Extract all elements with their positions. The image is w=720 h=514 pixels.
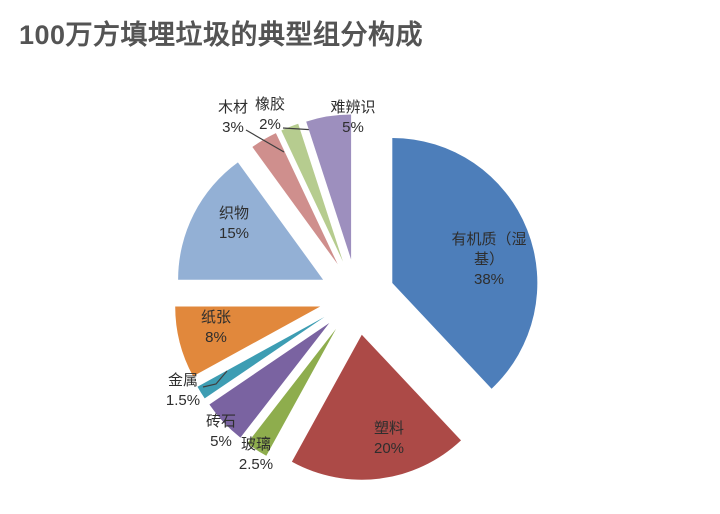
pie-slice-9 xyxy=(281,123,343,262)
pie-slice-1 xyxy=(392,137,538,389)
pie-slice-7 xyxy=(178,162,324,280)
pie-slice-4 xyxy=(209,323,330,438)
label-leader-line xyxy=(202,370,228,388)
label-leader-line xyxy=(245,129,285,153)
pie-slice-10 xyxy=(306,114,352,260)
pie-slice-6 xyxy=(175,306,321,377)
pie-slice-2 xyxy=(291,334,461,480)
pie-slice-3 xyxy=(247,328,337,456)
pie-slice-5 xyxy=(197,316,325,399)
pie-slice-8 xyxy=(252,133,338,265)
chart-title: 100万方填埋垃圾的典型组分构成 xyxy=(19,20,424,50)
